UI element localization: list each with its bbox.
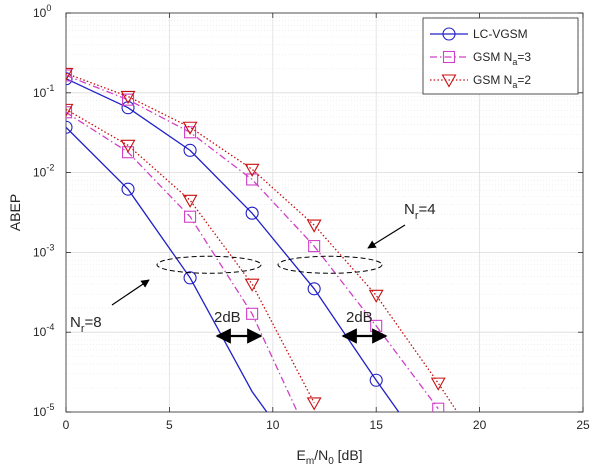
label-nr4: Nr=4 (404, 201, 436, 222)
data-point (121, 93, 135, 106)
x-tick-label: 20 (473, 418, 487, 432)
data-point (245, 206, 259, 220)
series-na3-Nr4 (66, 69, 445, 412)
data-point (184, 210, 197, 223)
data-point (244, 163, 260, 177)
annotation-layer: Nr=4 Nr=8 2dB 2dB (70, 201, 436, 344)
arrow-nr8 (111, 279, 150, 306)
x-tick-label: 25 (576, 418, 590, 432)
data-point (244, 278, 260, 292)
legend-marker (442, 50, 456, 64)
series-layer (66, 67, 458, 412)
legend-label: LC-VGSM (473, 27, 528, 41)
series-na2-Nr8 (66, 103, 322, 411)
data-point (246, 307, 259, 320)
x-tick-label: 0 (63, 418, 70, 432)
data-point (184, 126, 197, 139)
data-point (369, 373, 383, 387)
x-tick-label: 5 (166, 418, 173, 432)
series-line (66, 108, 315, 404)
label-nr8: Nr=8 (70, 314, 102, 335)
data-point (306, 397, 322, 411)
data-point (66, 69, 73, 82)
x-tick-label: 10 (266, 418, 280, 432)
legend-label: GSM Na=2 (473, 73, 531, 90)
legend-entry-na3: GSM Na=3 (430, 50, 531, 67)
data-point (182, 121, 198, 135)
y-axis-label: ABEP (7, 194, 23, 231)
series-lc-Nr8 (66, 120, 268, 412)
data-point (120, 90, 136, 105)
plot-area (65, 12, 584, 413)
series-line (66, 78, 400, 412)
data-point (183, 271, 197, 285)
data-point (66, 106, 73, 119)
series-na3-Nr8 (66, 106, 299, 412)
axis-labels: Em/N0 [dB] ABEP (7, 194, 363, 467)
data-point (246, 173, 259, 186)
data-point (308, 240, 321, 253)
ellipse-nr4 (277, 255, 383, 274)
legend-entry-na2: GSM Na=2 (430, 73, 531, 90)
data-point (182, 194, 198, 208)
legend-marker (441, 74, 457, 88)
series-line (66, 111, 299, 412)
legend-label: GSM Na=3 (473, 50, 531, 67)
arrow-nr4 (367, 224, 406, 249)
data-point (183, 143, 197, 157)
data-point (432, 402, 445, 412)
label-gap-nr8: 2dB (214, 309, 241, 326)
data-point (66, 67, 74, 82)
series-line (66, 74, 439, 410)
data-point (368, 289, 384, 303)
y-tick-label: 10-3 (33, 242, 54, 259)
data-point (430, 377, 446, 391)
data-point (306, 219, 322, 233)
series-line (66, 72, 458, 412)
label-gap-nr4: 2dB (346, 309, 373, 326)
legend-box (422, 17, 579, 95)
tick-labels: 0 5 10 15 20 25 100 10-1 10-2 10-3 10-4 10-5 (33, 3, 590, 432)
ellipse-nr8 (156, 255, 262, 274)
y-tick-label: 10-2 (33, 163, 54, 180)
y-tick-label: 100 (33, 3, 51, 20)
series-na2-Nr4 (66, 67, 458, 412)
legend-marker (442, 27, 456, 41)
data-point (66, 103, 74, 117)
y-tick-label: 10-1 (33, 83, 54, 100)
data-point (121, 101, 135, 115)
plot-frame (65, 12, 584, 413)
data-point (66, 120, 73, 134)
y-tick-label: 10-5 (33, 402, 54, 419)
legend-entry-lc: LC-VGSM (430, 27, 528, 41)
data-point (121, 182, 135, 196)
series-line (66, 126, 268, 412)
legend: LC-VGSM GSM Na=3 GSM Na=2 (422, 17, 579, 95)
data-point (120, 139, 136, 153)
y-tick-label: 10-4 (33, 322, 54, 339)
data-point (121, 146, 135, 159)
x-axis-label: Em/N0 [dB] (297, 447, 363, 467)
x-tick-label: 15 (370, 418, 384, 432)
data-point (307, 282, 321, 296)
